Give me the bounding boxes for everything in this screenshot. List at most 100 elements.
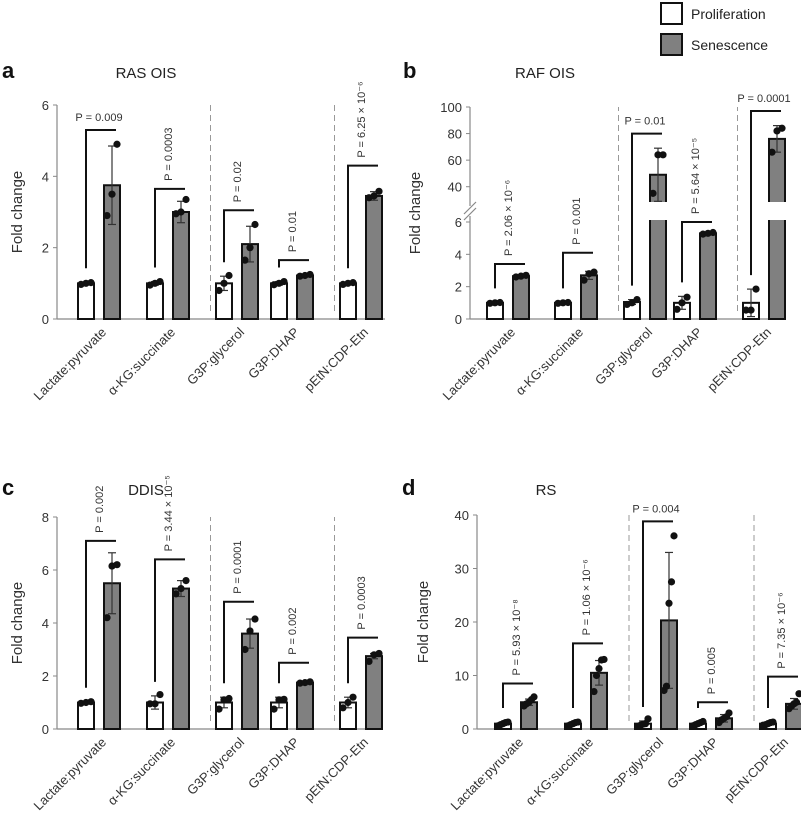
legend: Proliferation Senescence <box>660 2 768 56</box>
data-point <box>225 271 233 280</box>
data-point <box>644 715 652 723</box>
legend-swatch-senescence <box>660 33 683 56</box>
y-tick-label: 10 <box>455 669 469 684</box>
data-point <box>370 192 378 200</box>
p-value-label: P = 5.93 × 10⁻⁸ <box>511 599 523 675</box>
significance-bracket <box>750 109 781 276</box>
y-tick-label: 80 <box>448 127 462 142</box>
data-point <box>87 698 95 706</box>
data-point <box>574 718 582 726</box>
legend-swatch-proliferation <box>660 2 683 25</box>
x-category-label: Lactate:pyruvate <box>440 325 519 404</box>
p-value-label: P = 0.0001 <box>232 540 244 593</box>
significance-bracket <box>572 642 603 709</box>
x-category-label: pEtN:CDP-Etn <box>721 735 791 805</box>
data-point <box>670 532 678 540</box>
p-value-label: P = 1.06 × 10⁻⁶ <box>581 559 593 635</box>
data-point <box>151 700 159 708</box>
y-axis-label: Fold change <box>415 581 432 664</box>
x-category-label: G3P:glycerol <box>603 734 666 797</box>
p-value-label: P = 0.009 <box>75 112 122 124</box>
data-point <box>592 671 601 680</box>
data-point <box>792 698 801 706</box>
p-value-label: P = 0.02 <box>232 161 244 202</box>
p-value-label: P = 0.002 <box>94 486 106 533</box>
data-point <box>769 718 777 726</box>
data-point <box>600 655 608 664</box>
p-value-label: P = 0.01 <box>624 116 665 128</box>
y-tick-label: 6 <box>455 215 462 230</box>
data-point <box>504 718 512 726</box>
significance-bracket <box>223 600 254 684</box>
data-point <box>665 599 673 607</box>
bar-senescence <box>172 211 190 320</box>
y-tick-label: 40 <box>448 180 462 195</box>
data-point <box>662 682 671 690</box>
data-point <box>768 148 776 156</box>
data-point <box>747 306 755 314</box>
data-point <box>590 687 598 696</box>
data-point <box>595 664 603 673</box>
significance-bracket <box>85 539 116 688</box>
axis-break-gap <box>648 202 668 220</box>
y-tick-label: 40 <box>455 508 469 523</box>
axis-break-mark <box>463 207 477 221</box>
x-category-label: pEtN:CDP-Etn <box>301 325 371 395</box>
significance-bracket <box>347 164 378 269</box>
p-value-label: P = 0.0003 <box>163 127 175 180</box>
y-tick-label: 0 <box>455 312 462 327</box>
significance-bracket <box>562 251 593 289</box>
x-category-label: α-KG:succinate <box>522 735 596 809</box>
data-point <box>709 228 717 237</box>
data-point <box>375 187 383 195</box>
panel-letter: c <box>2 475 14 500</box>
data-point <box>649 189 657 197</box>
data-point <box>344 698 352 707</box>
bar-senescence <box>365 194 383 320</box>
y-tick-label: 6 <box>42 98 49 113</box>
significance-bracket <box>85 128 116 269</box>
y-tick-label: 30 <box>455 562 469 577</box>
y-tick-label: 2 <box>42 669 49 684</box>
y-tick-label: 60 <box>448 153 462 168</box>
bar-senescence <box>699 232 717 320</box>
y-tick-label: 4 <box>42 616 49 631</box>
significance-bracket <box>631 132 662 286</box>
y-tick-label: 0 <box>462 722 469 737</box>
data-point <box>339 704 347 712</box>
x-category-label: G3P:glycerol <box>184 324 247 387</box>
data-point <box>146 700 154 708</box>
y-tick-label: 4 <box>455 247 462 262</box>
data-point <box>375 649 383 658</box>
data-point <box>725 709 733 717</box>
x-category-label: G3P:DHAP <box>245 735 302 792</box>
data-point <box>177 208 185 216</box>
p-value-label: P = 0.0003 <box>356 576 368 629</box>
data-point <box>156 690 164 699</box>
data-point <box>103 211 111 220</box>
data-point <box>564 298 572 307</box>
x-category-label: α-KG:succinate <box>104 325 178 399</box>
panel-title: RAS OIS <box>116 65 177 82</box>
data-point <box>215 286 223 295</box>
x-category-label: G3P:DHAP <box>245 325 302 382</box>
y-tick-label: 2 <box>455 280 462 295</box>
data-point <box>182 195 190 204</box>
panel-title: RS <box>536 482 557 499</box>
bar-proliferation <box>270 282 288 321</box>
p-value-label: P = 2.06 × 10⁻⁶ <box>503 180 515 256</box>
x-category-label: Lactate:pyruvate <box>448 735 527 814</box>
data-point <box>678 299 686 307</box>
data-point <box>241 645 249 654</box>
significance-bracket <box>278 259 309 268</box>
data-point <box>251 220 259 229</box>
data-point <box>103 614 111 622</box>
data-point <box>113 561 121 569</box>
x-category-label: G3P:glycerol <box>184 734 247 797</box>
bar-senescence <box>296 681 314 730</box>
y-tick-label: 0 <box>42 722 49 737</box>
p-value-label: P = 0.002 <box>287 608 299 655</box>
data-point <box>87 279 95 287</box>
p-value-label: P = 0.0001 <box>737 93 790 105</box>
data-point <box>633 296 641 304</box>
